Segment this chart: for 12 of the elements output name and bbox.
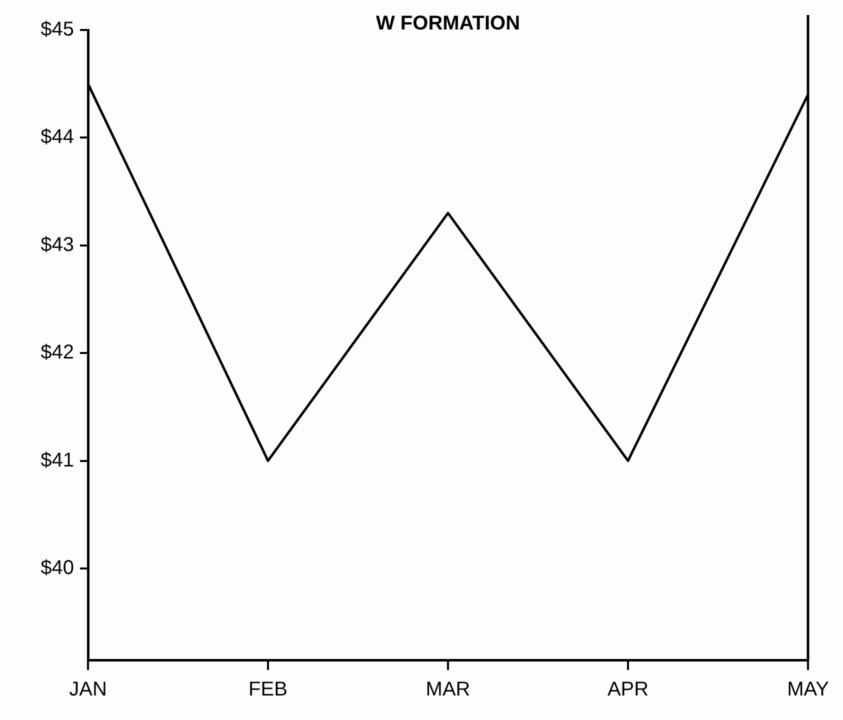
y-tick-label: $40 bbox=[40, 556, 74, 579]
x-tick-label: APR bbox=[607, 678, 649, 701]
x-tick-label: FEB bbox=[248, 678, 288, 701]
x-tick-label: JAN bbox=[69, 678, 107, 701]
y-tick-label: $44 bbox=[40, 126, 74, 148]
y-tick-label: $45 bbox=[40, 18, 74, 41]
chart-title: W FORMATION bbox=[376, 12, 520, 35]
y-tick-label: $43 bbox=[40, 234, 74, 256]
y-tick-label: $42 bbox=[40, 342, 74, 364]
y-tick-label: $41 bbox=[40, 449, 74, 472]
x-tick-label: MAY bbox=[787, 678, 829, 701]
x-tick-label: MAR bbox=[426, 678, 470, 701]
